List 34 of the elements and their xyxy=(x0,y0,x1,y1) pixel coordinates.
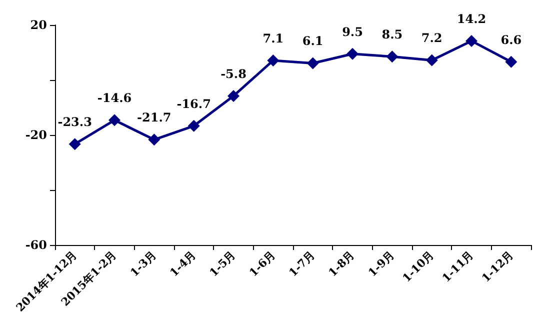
point xyxy=(228,90,240,102)
x-tick-label: 1-8月 xyxy=(326,248,358,280)
data-label: 7.2 xyxy=(421,31,442,46)
point xyxy=(267,54,280,66)
x-tick-label: 1-3月 xyxy=(128,248,159,280)
data-label: -23.3 xyxy=(58,115,92,130)
data-label: 7.1 xyxy=(262,31,284,46)
data-label: -16.7 xyxy=(176,96,211,111)
x-tick-label: 1-6月 xyxy=(246,248,278,280)
data-label: 6.6 xyxy=(500,32,522,47)
point xyxy=(108,114,120,126)
data-label: 8.5 xyxy=(382,28,403,42)
point xyxy=(188,120,200,132)
point xyxy=(346,48,358,60)
data-label: -21.7 xyxy=(137,110,172,125)
x-tick-label: 1-5月 xyxy=(207,248,238,280)
point xyxy=(505,56,518,68)
y-tick-label: -20 xyxy=(25,128,47,142)
data-label: 9.5 xyxy=(342,24,363,39)
y-tick-label: 20 xyxy=(30,18,47,32)
point xyxy=(68,138,81,150)
x-tick-label: 1-4月 xyxy=(167,248,198,280)
data-label: 14.2 xyxy=(456,12,486,26)
x-tick-label: 1-7月 xyxy=(286,248,318,280)
point xyxy=(306,57,319,70)
x-tick-label: 1-9月 xyxy=(366,248,397,280)
point xyxy=(386,50,398,63)
data-label: -5.8 xyxy=(220,66,246,81)
y-tick-label: -60 xyxy=(25,238,47,252)
point xyxy=(466,34,478,47)
data-label: 6.1 xyxy=(302,34,324,48)
point xyxy=(148,134,160,146)
point xyxy=(426,54,438,66)
data-label: -14.6 xyxy=(97,91,132,106)
